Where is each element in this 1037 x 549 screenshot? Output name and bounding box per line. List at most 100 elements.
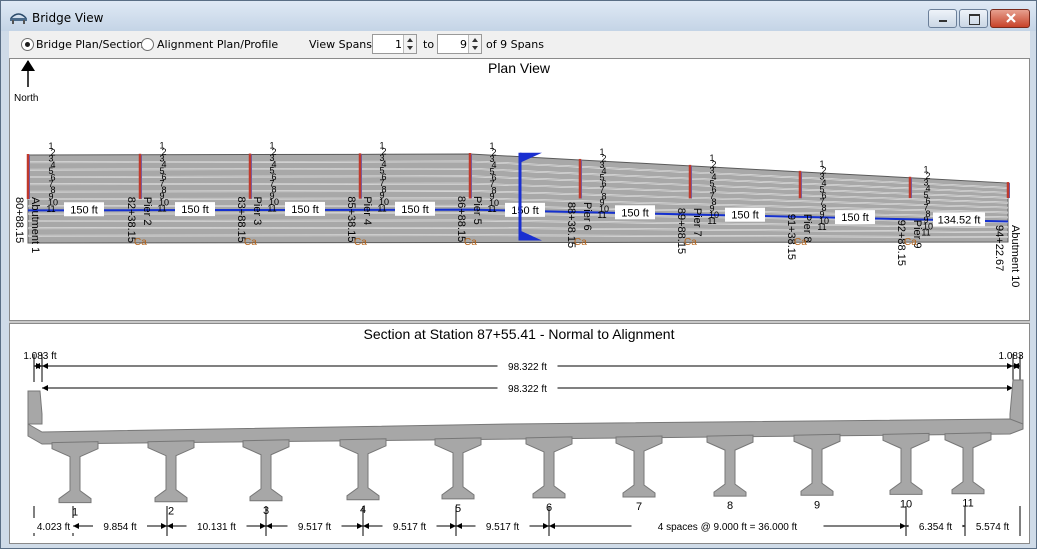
plan-view-pane[interactable]: Plan View North Abutment 1 80+88.15 Pier 2… — [9, 58, 1030, 321]
window-title: Bridge View — [32, 11, 104, 25]
girder-section[interactable] — [706, 434, 754, 497]
span-length-bg — [64, 202, 104, 217]
girder-section[interactable] — [615, 435, 663, 498]
maximize-button[interactable] — [959, 9, 988, 28]
girder-number-label: 7 — [269, 178, 274, 188]
pane-splitter[interactable] — [9, 321, 1030, 323]
girder-number-label: 3 — [923, 177, 928, 187]
toolbar: Bridge Plan/Section Alignment Plan/Profi… — [9, 31, 1030, 58]
girder-number-label: 7 — [709, 191, 714, 201]
close-icon — [1006, 13, 1016, 23]
spacing-dim-label: 6.354 ft — [919, 522, 953, 533]
girder-number-label: 2 — [491, 148, 496, 158]
inner-width-dim-arrow-icon — [42, 385, 48, 391]
girder-number-label: 2 — [821, 165, 826, 175]
girder-label: 11 — [962, 498, 973, 510]
support-station-label: 94+22.67 — [993, 225, 1005, 271]
girder-number-label: 8 — [821, 203, 826, 213]
span-length-label: 150 ft — [731, 210, 759, 222]
span-from-spinner[interactable]: 1 — [372, 34, 417, 54]
girder-number-label: 3 — [379, 153, 384, 163]
span-length-bg — [933, 212, 985, 227]
girder-number-label: 1 — [819, 159, 824, 169]
spacing-dim-arrow-icon — [260, 523, 266, 529]
girder-line-edge — [27, 220, 1009, 228]
alignment-plan-profile-radio[interactable] — [141, 38, 154, 51]
girder-section[interactable] — [793, 433, 841, 496]
spacing-dim-label-bg — [475, 518, 530, 533]
girder-line-edge — [27, 161, 1009, 189]
girder-number-label: 3 — [159, 153, 164, 163]
girder-section[interactable] — [525, 436, 573, 499]
support-station-label: 82+38.15 — [125, 197, 137, 243]
girder-number-label: 9 — [269, 191, 274, 201]
spacing-dim-arrow-icon — [161, 523, 167, 529]
girder-number-label: 4 — [381, 159, 386, 169]
girder-number-label: 3 — [819, 172, 824, 182]
girder-section[interactable] — [147, 440, 195, 503]
span-length-label: 150 ft — [181, 204, 209, 216]
minimize-icon — [939, 20, 947, 22]
girder-label: 2 — [168, 506, 174, 518]
girder-label: 8 — [727, 500, 733, 512]
bridge-plan-section-label[interactable]: Bridge Plan/Section — [36, 38, 144, 51]
girder-section[interactable] — [944, 432, 992, 495]
spacing-dim-arrow-icon — [363, 523, 369, 529]
girder-number-label: 10 — [819, 216, 829, 226]
girder-number-label: 5 — [379, 165, 384, 175]
maximize-icon — [969, 14, 980, 25]
girder-number-label: 8 — [381, 184, 386, 194]
girder-number-label: 7 — [599, 185, 604, 195]
section-cut-arrow-icon — [520, 152, 542, 163]
girder-number-label: 2 — [381, 147, 386, 157]
span-from-arrows-icon[interactable] — [403, 35, 416, 53]
girder-number-label: 4 — [161, 160, 166, 170]
girder-number-label: 9 — [819, 209, 824, 219]
spacing-dim-label: 4 spaces @ 9.000 ft = 36.000 ft — [658, 522, 798, 533]
girder-section[interactable] — [339, 438, 387, 501]
bridge-plan-section-radio[interactable] — [21, 38, 34, 51]
girder-number-label: 11 — [707, 216, 716, 226]
spacing-dim-arrow-icon — [450, 523, 456, 529]
title-bar[interactable]: Bridge View — [1, 1, 1036, 31]
top-width-dim-arrow-icon — [42, 363, 48, 369]
span-to-spinner[interactable]: 9 — [437, 34, 482, 54]
girder-number-label: 8 — [711, 197, 716, 207]
girder-line-edge — [27, 168, 1009, 194]
girder-number-label: 2 — [711, 159, 716, 169]
alignment-plan-profile-label[interactable]: Alignment Plan/Profile — [157, 38, 279, 51]
girder-section[interactable] — [434, 437, 482, 500]
span-to-arrows-icon[interactable] — [468, 35, 481, 53]
deck-slab — [27, 418, 1024, 445]
girder-number-label: 11 — [921, 228, 930, 238]
girder-number-label: 5 — [48, 166, 53, 176]
plan-view-drawing[interactable]: Plan View North Abutment 1 80+88.15 Pier 2… — [10, 59, 1029, 320]
girder-number-label: 2 — [601, 153, 606, 163]
girder-section[interactable] — [242, 439, 290, 502]
bridge-app-icon — [10, 13, 27, 24]
girder-number-label: 5 — [819, 184, 824, 194]
girder-number-label: 4 — [821, 178, 826, 188]
girder-number-label: 4 — [601, 166, 606, 176]
girder-number-label: 9 — [48, 191, 53, 201]
spacing-dim-label: 9.517 ft — [486, 522, 520, 533]
girder-number-label: 6 — [271, 172, 276, 182]
girder-section[interactable] — [51, 441, 99, 504]
girder-number-label: 3 — [269, 153, 274, 163]
pier-tag-label: Ca — [904, 237, 917, 248]
section-view-drawing[interactable]: Section at Station 87+55.41 - Normal to … — [10, 324, 1029, 543]
girder-number-label: 11 — [157, 204, 166, 214]
minimize-button[interactable] — [928, 9, 957, 28]
inner-width-dim-label-bg — [497, 380, 558, 395]
pier-tag-label: Ca — [574, 237, 587, 248]
girder-line-edge — [27, 190, 1009, 208]
girder-number-label: 1 — [923, 165, 928, 175]
close-button[interactable] — [990, 9, 1030, 28]
girder-number-label: 8 — [601, 191, 606, 201]
spacing-dim-label-bg — [287, 518, 342, 533]
section-view-pane[interactable]: Section at Station 87+55.41 - Normal to … — [9, 323, 1030, 544]
girder-section[interactable] — [882, 432, 930, 495]
span-length-bg — [285, 201, 325, 216]
support-station-label: 92+88.15 — [895, 220, 907, 266]
support-station-label: 83+88.15 — [235, 197, 247, 243]
